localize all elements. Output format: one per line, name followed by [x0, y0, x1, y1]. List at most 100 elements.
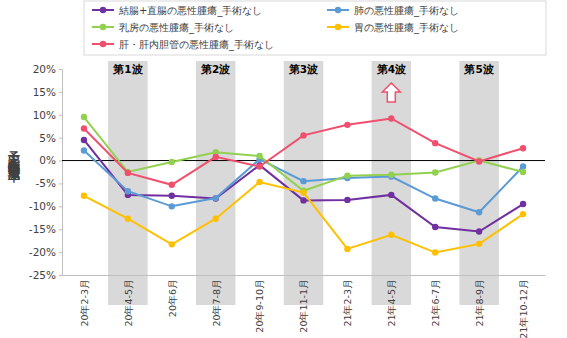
series-marker [256, 163, 262, 169]
legend-label: 乳房の悪性腫瘍_手術なし [119, 22, 234, 34]
series-marker [81, 137, 87, 143]
x-tick-label: 21年8-9月 [474, 279, 485, 327]
x-tick-label: 20年4-5月 [123, 279, 134, 327]
y-tick: -25% [29, 269, 62, 281]
series-marker [256, 179, 262, 185]
series-marker [344, 197, 350, 203]
y-tick-mark [59, 115, 62, 116]
y-tick: 10% [33, 109, 62, 121]
series-marker [81, 114, 87, 120]
series-marker [125, 188, 131, 194]
series-marker [212, 215, 218, 221]
series-marker [520, 145, 526, 151]
series-marker [520, 211, 526, 217]
series-marker [212, 154, 218, 160]
series-marker [520, 169, 526, 175]
y-tick: -10% [29, 200, 62, 212]
x-tick-label: 20年9-10月 [254, 279, 265, 333]
y-tick: 15% [33, 86, 62, 98]
legend-marker [335, 24, 341, 30]
series-marker [169, 241, 175, 247]
legend-item: 肝・肝内胆管の悪性腫瘍_手術なし [92, 39, 274, 51]
x-axis-line [63, 275, 546, 276]
legend: 結腸+直腸の悪性腫瘍_手術なし 肺の悪性腫瘍_手術なし乳房の悪性腫瘍_手術なし 胃の… [84, 1, 546, 55]
chart: 第1波第2波第3波第4波第5波-25%-20%-15%-10%-5%0%5%10… [0, 0, 567, 338]
series-marker [476, 209, 482, 215]
y-tick-label: 5% [39, 132, 56, 144]
y-tick-mark [59, 252, 62, 253]
y-tick: -20% [29, 246, 62, 258]
x-tick: 21年10-12月 [518, 275, 529, 338]
series-marker [125, 170, 131, 176]
wave-band [196, 61, 236, 305]
wave-label: 第1波 [112, 63, 142, 75]
series-marker [169, 193, 175, 199]
y-tick-mark [59, 92, 62, 93]
y-tick-mark [59, 69, 62, 70]
legend-label: 肝・肝内胆管の悪性腫瘍_手術なし [119, 39, 274, 51]
y-axis: -25% -20% -15% -10% -5% 0% 5% 10% 15% 20% [29, 63, 63, 281]
y-tick-mark [59, 161, 62, 162]
y-tick: -15% [29, 223, 62, 235]
wave-band [108, 61, 148, 305]
series-marker [256, 153, 262, 159]
x-tick: 20年4-5月 [123, 275, 134, 327]
y-tick-label: -10% [29, 200, 56, 212]
series-line [84, 117, 523, 191]
legend-item: 乳房の悪性腫瘍_手術なし [92, 22, 234, 34]
wave-band [284, 61, 324, 305]
series-marker [476, 157, 482, 163]
series-marker [300, 178, 306, 184]
legend-item: 肺の悪性腫瘍_手術なし [327, 5, 459, 17]
series-marker [520, 201, 526, 207]
legend-item: 結腸+直腸の悪性腫瘍_手術なし [92, 5, 262, 17]
series-marker [388, 115, 394, 121]
arrow [382, 83, 400, 102]
series-marker [476, 158, 482, 164]
y-tick-label: 20% [33, 63, 56, 75]
legend-marker [335, 7, 341, 13]
series-marker [388, 192, 394, 198]
wave-label: 第5波 [463, 63, 493, 75]
y-tick: 20% [33, 63, 62, 75]
y-tick-mark [59, 229, 62, 230]
series-marker [344, 246, 350, 252]
y-tick: -5% [36, 177, 62, 189]
series-marker [432, 224, 438, 230]
y-tick-label: -5% [36, 177, 56, 189]
series-marker [169, 203, 175, 209]
series-marker [212, 195, 218, 201]
series-marker [300, 189, 306, 195]
series-marker [520, 163, 526, 169]
y-tick-label: 10% [33, 109, 56, 121]
series-marker [476, 228, 482, 234]
x-tick-label: 21年2-3月 [342, 279, 353, 327]
legend-marker [100, 7, 106, 13]
series-marker [432, 140, 438, 146]
legend-label: 肺の悪性腫瘍_手術なし [354, 5, 459, 17]
y-tick: 0% [39, 154, 62, 166]
wave-label: 第3波 [288, 63, 318, 75]
x-tick: 21年2-3月 [342, 275, 353, 327]
y-tick-label: 15% [33, 86, 56, 98]
x-tick: 20年11-1月 [298, 275, 309, 333]
legend-marker [100, 24, 106, 30]
series-marker [388, 172, 394, 178]
wave-label: 第2波 [200, 63, 230, 75]
series-marker [125, 215, 131, 221]
series-marker [432, 169, 438, 175]
legend-marker [100, 41, 106, 47]
legend-label: 結腸+直腸の悪性腫瘍_手術なし [118, 5, 262, 17]
y-tick-label: -15% [29, 223, 56, 235]
y-tick-mark [59, 206, 62, 207]
x-tick-label: 20年7-8月 [211, 279, 222, 327]
zero-line [62, 160, 545, 161]
y-axis-line [59, 70, 63, 276]
x-tick: 20年7-8月 [211, 275, 222, 327]
x-tick: 20年6月 [167, 275, 178, 317]
x-tick-label: 20年6月 [167, 279, 178, 317]
y-tick-label: -20% [29, 246, 56, 258]
x-tick-label: 21年4-5月 [386, 279, 397, 327]
x-tick: 21年6-7月 [430, 275, 441, 327]
legend-label: 胃の悪性腫瘍_手術なし [354, 22, 459, 34]
